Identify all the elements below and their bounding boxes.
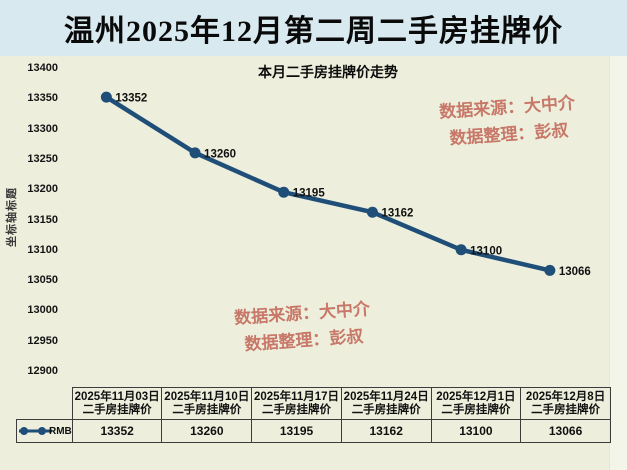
header-subtitle: 二手房挂牌价 (441, 403, 511, 416)
data-point-marker (544, 264, 556, 276)
legend-series-name: RMB (49, 425, 72, 437)
data-point-marker (366, 206, 378, 218)
y-axis-tick-label: 13400 (27, 62, 58, 74)
y-axis-tick-label: 13150 (27, 213, 58, 226)
table-column-header: 2025年11月24日 二手房挂牌价 (340, 387, 432, 420)
header-date: 2025年11月03日 (74, 390, 160, 403)
y-axis-tick-label: 12950 (27, 334, 58, 347)
data-point-label: 13352 (115, 93, 147, 105)
data-point-marker (189, 147, 201, 159)
data-point-label: 13066 (559, 266, 591, 278)
table-value-cell: 13195 (251, 419, 342, 443)
y-axis-tick-label: 13100 (27, 243, 58, 256)
header-subtitle: 二手房挂牌价 (262, 403, 331, 416)
data-table: 2025年11月03日 二手房挂牌价 2025年11月10日 二手房挂牌价 2025年1… (16, 387, 611, 443)
table-value-cell: 13352 (71, 419, 163, 443)
table-value-cell: 13162 (340, 419, 432, 443)
y-axis-tick-label: 13350 (27, 92, 58, 105)
table-column-header: 2025年12月1日 二手房挂牌价 (430, 387, 522, 420)
y-axis-tick-label: 13250 (27, 152, 58, 165)
header-date: 2025年11月10日 (164, 390, 250, 403)
series-line (104, 94, 553, 273)
y-axis-tick-label: 12900 (27, 365, 58, 377)
page-title: 温州2025年12月第二周二手房挂牌价 (0, 0, 627, 56)
y-axis-tick-label: 13200 (27, 183, 58, 196)
header-subtitle: 二手房挂牌价 (172, 403, 242, 416)
table-column-header: 2025年11月17日 二手房挂牌价 (251, 387, 342, 420)
table-value-cell: 13066 (520, 419, 611, 443)
legend-line-marker-icon (19, 427, 52, 435)
data-point-label: 13195 (293, 188, 326, 200)
table-value-cell: 13100 (430, 419, 522, 443)
table-corner-empty (17, 388, 73, 420)
right-edge-strip (609, 56, 627, 470)
data-point-label: 13100 (470, 245, 502, 257)
table-column-header: 2025年11月03日 二手房挂牌价 (71, 387, 163, 420)
header-date: 2025年12月8日 (525, 390, 606, 403)
header-subtitle: 二手房挂牌价 (531, 403, 601, 416)
header-date: 2025年11月17日 (253, 390, 340, 403)
y-axis-tick-label: 13300 (27, 122, 58, 135)
chart-title: 本月二手房挂牌价走势 (258, 64, 398, 80)
legend-key-cell: RMB (16, 419, 73, 443)
data-point-label: 13260 (204, 148, 236, 160)
header-subtitle: 二手房挂牌价 (82, 403, 152, 416)
data-point-marker (278, 186, 290, 198)
y-axis-tick-label: 13050 (27, 274, 58, 287)
table-column-header: 2025年11月10日 二手房挂牌价 (161, 387, 253, 420)
header-date: 2025年11月24日 (343, 390, 429, 403)
header-date: 2025年12月1日 (436, 390, 516, 403)
data-point-marker (100, 91, 112, 103)
table-column-header: 2025年12月8日 二手房挂牌价 (520, 387, 611, 420)
data-point-label: 13162 (381, 208, 413, 220)
table-value-cell: 13260 (161, 419, 253, 443)
data-point-marker (455, 244, 467, 256)
y-axis-tick-label: 13000 (27, 304, 58, 317)
header-subtitle: 二手房挂牌价 (351, 403, 421, 416)
